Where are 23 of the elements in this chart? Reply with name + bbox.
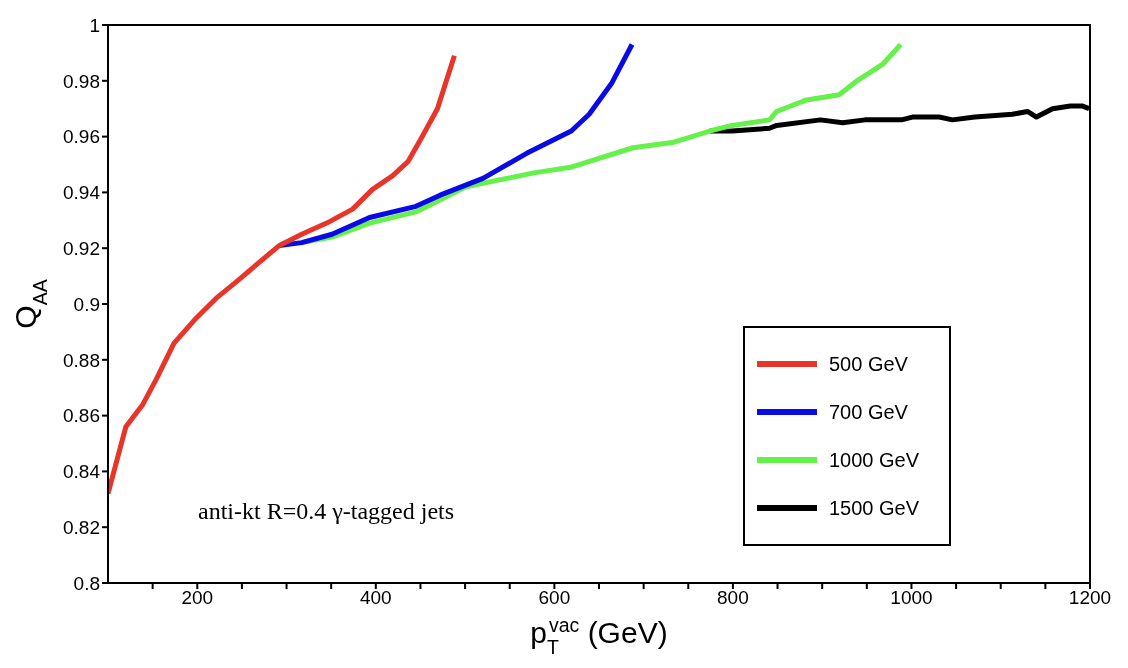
legend-label: 500 GeV	[829, 352, 908, 376]
y-tick-label: 0.84	[63, 461, 101, 483]
y-tick-label: 0.92	[63, 237, 100, 259]
legend-label: 1500 GeV	[829, 496, 920, 520]
y-tick-label: 0.88	[63, 349, 100, 371]
y-tick-label: 0.96	[63, 126, 100, 148]
y-tick-label: 0.86	[63, 405, 100, 427]
y-tick-label: 0.82	[63, 516, 100, 538]
x-axis-title: p$_{T}$$^{vac}$ (GeV)	[530, 614, 668, 658]
x-tick-label: 600	[538, 587, 571, 609]
y-tick-label: 0.94	[63, 182, 101, 204]
annotation: anti-kt R=0.4 γ-tagged jets	[198, 498, 455, 525]
x-tick-label: 800	[717, 587, 749, 609]
x-tick-label: 400	[359, 587, 392, 609]
x-tick-label: 1000	[890, 587, 933, 609]
x-tick-label: 1200	[1068, 587, 1112, 609]
x-tick-label: 200	[181, 587, 214, 609]
y-tick-label: 0.9	[73, 293, 100, 315]
legend-label: 700 GeV	[829, 400, 908, 424]
y-tick-label: 0.8	[73, 572, 100, 594]
legend-label: 1000 GeV	[829, 448, 920, 472]
y-tick-label: 0.98	[63, 70, 100, 92]
y-tick-label: 1	[89, 14, 100, 36]
